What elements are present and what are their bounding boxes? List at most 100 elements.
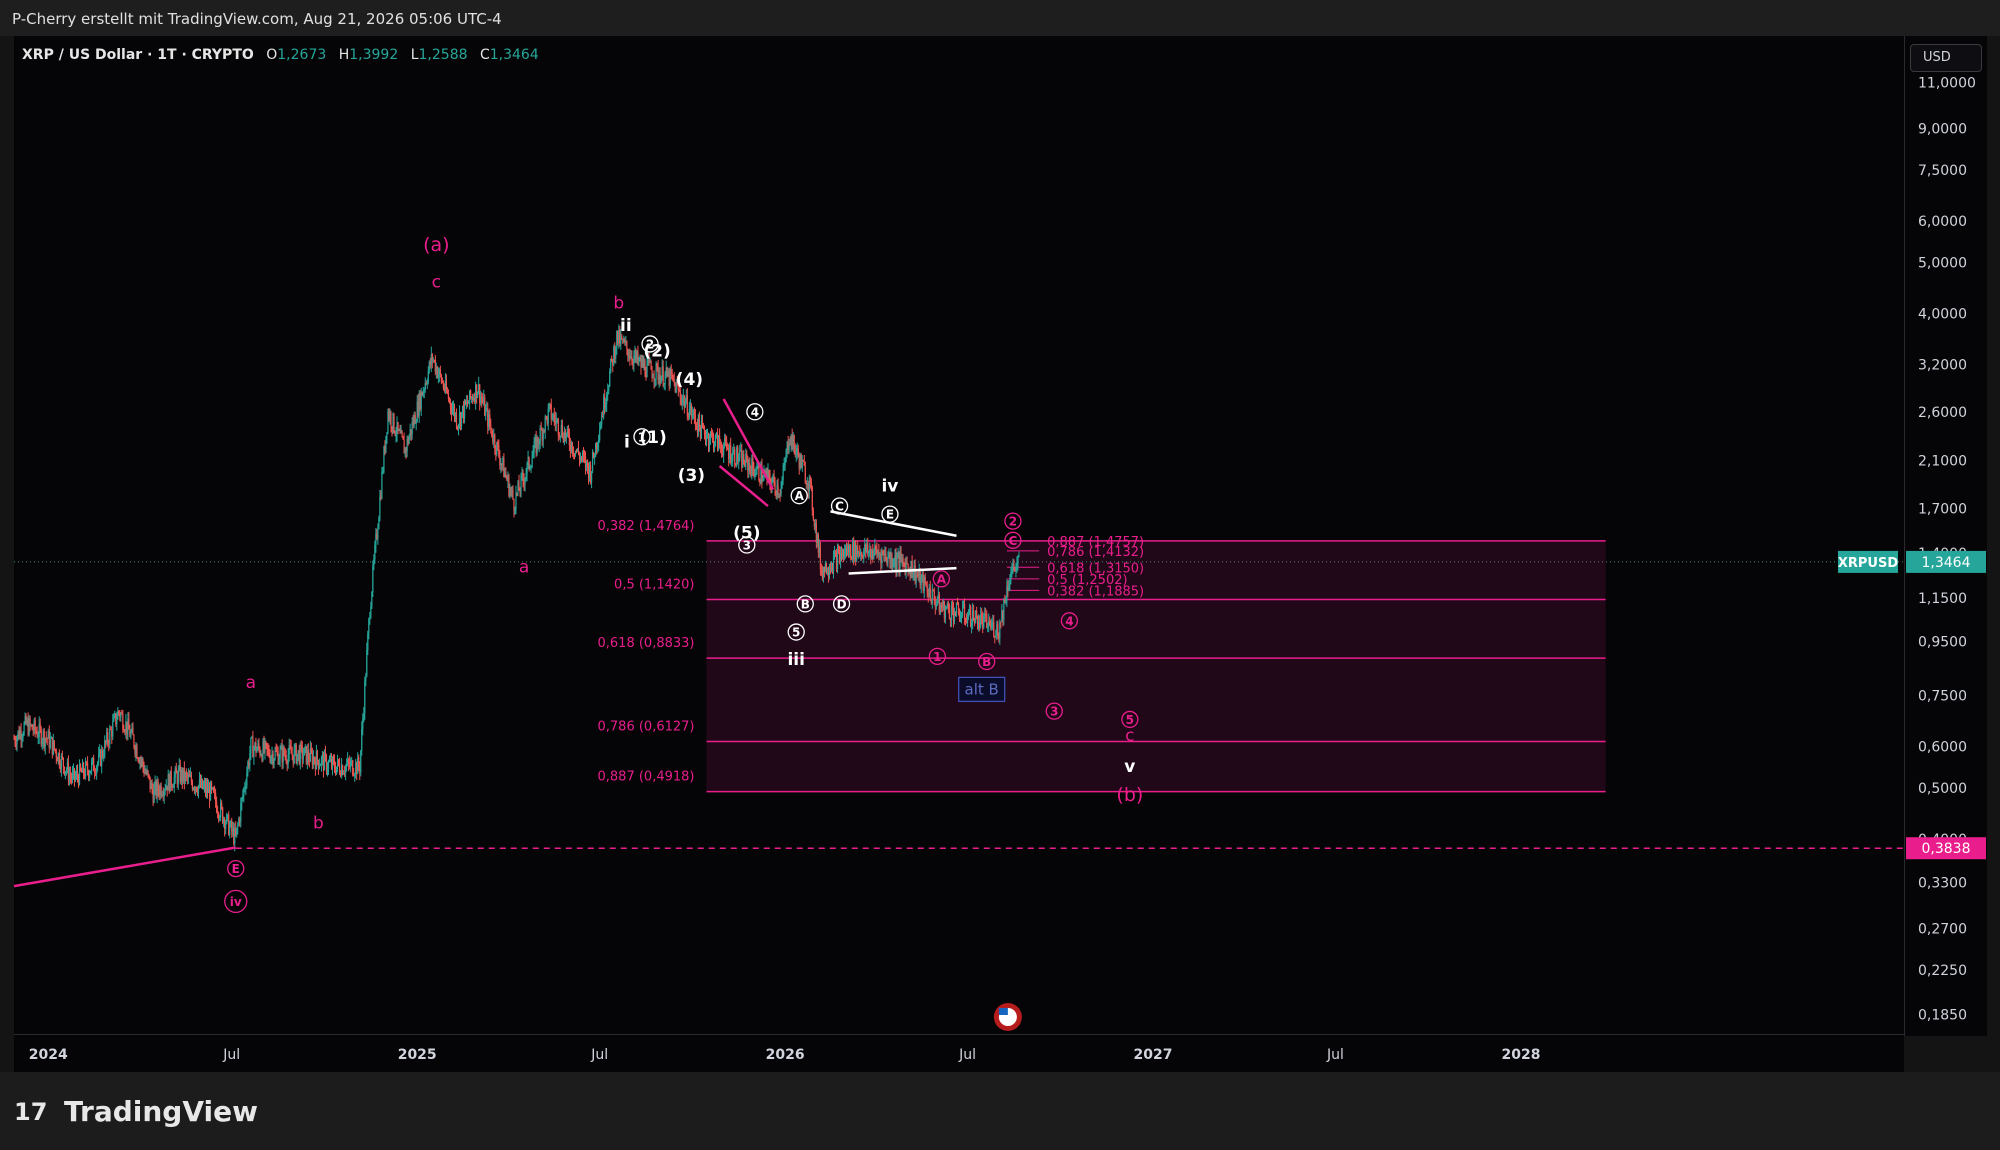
candle-body — [832, 556, 835, 572]
candle-body — [1004, 598, 1006, 603]
candle-body — [429, 361, 431, 366]
candle-body — [899, 552, 901, 569]
candle-body — [950, 605, 953, 620]
chart-area[interactable] — [14, 36, 1904, 1036]
candle-body — [805, 482, 807, 485]
candle-body — [165, 785, 167, 790]
candle-body — [117, 711, 119, 720]
currency-button[interactable]: USD — [1910, 44, 1982, 72]
candle-body — [323, 752, 326, 771]
candle-body — [687, 416, 689, 418]
candle-body — [665, 367, 667, 374]
candle-body — [436, 367, 438, 378]
candle-body — [43, 730, 45, 747]
candle-body — [391, 426, 393, 430]
candle-body — [783, 465, 785, 469]
wave-label: (5) — [733, 524, 760, 544]
candle-body — [286, 761, 288, 765]
candle-body — [912, 574, 914, 578]
time-axis[interactable] — [14, 1034, 1904, 1073]
wave-label: C — [835, 500, 844, 514]
wave-label: 2 — [646, 337, 654, 351]
candle-body — [300, 744, 302, 746]
candle-body — [317, 760, 320, 769]
candle-body — [101, 749, 103, 766]
symbol-tag — [1838, 550, 1898, 573]
candle-body — [540, 428, 542, 430]
candle-body — [739, 450, 741, 459]
wave-label: (4) — [676, 370, 703, 390]
candle-body — [296, 753, 298, 764]
candle-body — [655, 363, 657, 379]
candle-body — [935, 603, 937, 608]
candle-body — [684, 402, 686, 408]
candle-body — [280, 746, 282, 750]
candle-body — [859, 552, 861, 555]
candle-body — [30, 724, 32, 726]
candle-body — [516, 492, 518, 494]
candle-body — [692, 410, 694, 415]
candle-body — [75, 771, 78, 776]
candle-body — [736, 447, 738, 466]
candle-body — [675, 382, 677, 393]
symbol-name[interactable]: XRP / US Dollar · 1T · CRYPTO — [22, 47, 254, 63]
candle-body — [932, 589, 934, 592]
candle-body — [981, 614, 983, 618]
candle-body — [334, 768, 337, 774]
wave-label: iv — [881, 477, 898, 497]
candle-body — [923, 576, 925, 591]
candle-body — [433, 360, 435, 362]
candle-body — [306, 750, 308, 764]
candle-body — [837, 550, 840, 552]
candle-body — [568, 435, 571, 446]
candle-body — [641, 359, 643, 368]
candle-body — [840, 553, 843, 559]
candle-body — [1000, 621, 1002, 623]
candle-body — [25, 715, 27, 724]
candle-body — [946, 603, 949, 607]
candle-body — [965, 620, 968, 624]
candle-body — [480, 396, 482, 403]
candle-body — [594, 457, 596, 459]
candle-body — [545, 416, 547, 418]
candle-body — [293, 748, 295, 763]
candle-body — [719, 435, 721, 444]
candle-body — [806, 483, 808, 485]
candle-body — [370, 606, 372, 619]
candle-body — [717, 435, 720, 450]
candle-body — [489, 414, 491, 425]
candle-body — [862, 556, 864, 559]
tradingview-brand[interactable]: TradingView — [64, 1095, 258, 1128]
candle-body — [467, 401, 469, 405]
candle-body — [183, 767, 185, 782]
candle-body — [274, 750, 276, 760]
candle-body — [209, 782, 212, 801]
candle-body — [629, 356, 631, 359]
price-axis-tick: 1,1500 — [1918, 591, 1967, 607]
candle-body — [650, 361, 652, 370]
wave-label: iv — [230, 895, 242, 909]
candle-body — [803, 461, 805, 466]
price-axis[interactable] — [1904, 36, 1987, 1036]
candle-body — [531, 458, 533, 468]
candle-body — [565, 433, 567, 439]
tradingview-logo-icon[interactable]: 17 — [14, 1098, 48, 1126]
candle-body — [922, 574, 924, 591]
candle-body — [559, 435, 561, 437]
low-value: 1,2588 — [418, 47, 468, 63]
wave-label-circle — [1121, 710, 1139, 729]
candle-body — [27, 719, 29, 735]
candle-body — [586, 460, 589, 467]
candle-body — [1009, 579, 1011, 585]
candle-body — [802, 459, 804, 462]
candle-body — [515, 492, 517, 510]
candle-body — [212, 787, 215, 792]
candle-body — [460, 412, 463, 426]
candle-body — [676, 382, 678, 385]
candle-body — [55, 750, 57, 758]
wave-label-circle — [1060, 612, 1079, 630]
candle-body — [517, 481, 519, 493]
candle-body — [99, 750, 101, 755]
candle-body — [495, 448, 497, 454]
candle-body — [678, 390, 680, 392]
